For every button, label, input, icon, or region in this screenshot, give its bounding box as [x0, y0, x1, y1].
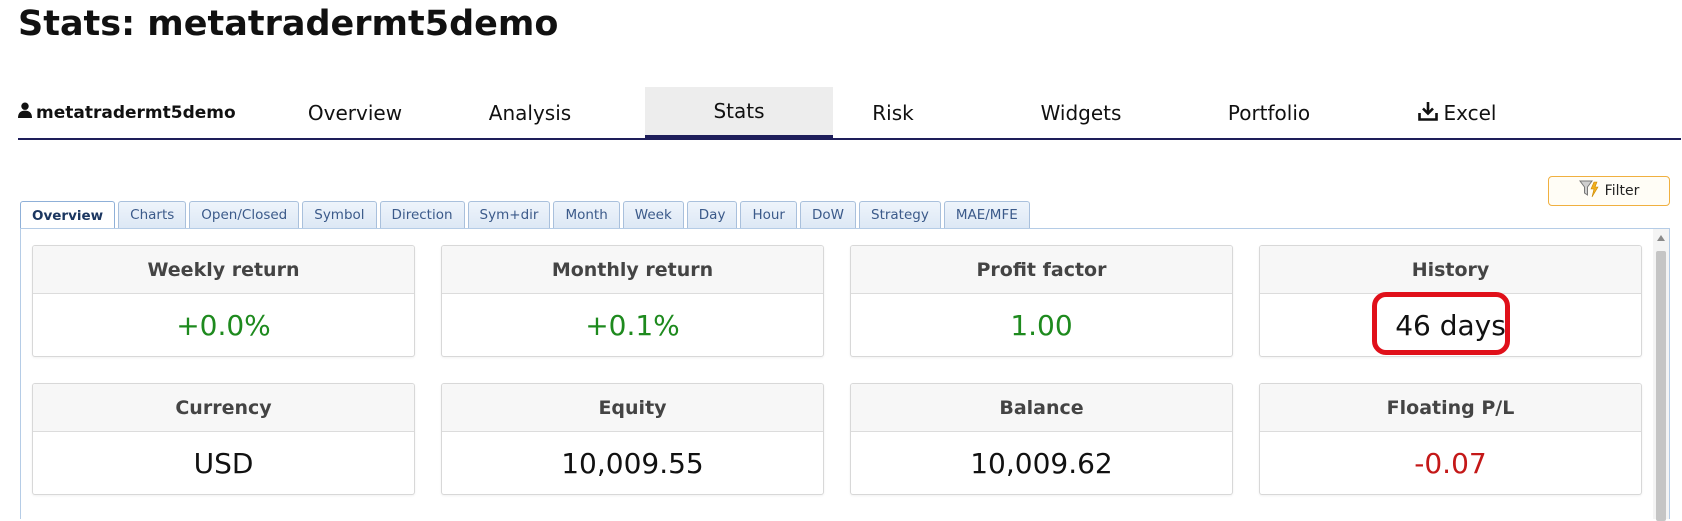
card-history: History 46 days: [1259, 245, 1642, 357]
card-value: USD: [193, 446, 254, 480]
subtab-open-closed[interactable]: Open/Closed: [189, 201, 300, 228]
card-value: 46 days: [1395, 308, 1506, 342]
subtab-hour[interactable]: Hour: [740, 201, 797, 228]
account-name[interactable]: metatradermt5demo: [18, 102, 236, 123]
filter-icon: [1578, 180, 1599, 202]
card-value: +0.0%: [176, 308, 271, 342]
subtab-sym-dir[interactable]: Sym+dir: [467, 201, 551, 228]
vertical-scrollbar[interactable]: [1653, 229, 1669, 521]
card-title: Balance: [851, 384, 1232, 432]
card-title: Weekly return: [33, 246, 414, 294]
card-balance: Balance 10,009.62: [850, 383, 1233, 495]
card-floating-pl: Floating P/L -0.07: [1259, 383, 1642, 495]
tab-risk[interactable]: Risk: [872, 101, 914, 125]
subtab-direction[interactable]: Direction: [379, 201, 465, 228]
card-value: 10,009.62: [970, 446, 1113, 480]
card-value: 10,009.55: [561, 446, 704, 480]
card-value: +0.1%: [585, 308, 680, 342]
tab-widgets[interactable]: Widgets: [1040, 101, 1122, 125]
filter-label: Filter: [1604, 183, 1640, 199]
card-title: Floating P/L: [1260, 384, 1641, 432]
card-currency: Currency USD: [32, 383, 415, 495]
card-title: Equity: [442, 384, 823, 432]
top-navbar: metatradermt5demo Overview Analysis Stat…: [18, 87, 1681, 140]
card-title: Monthly return: [442, 246, 823, 294]
card-weekly-return: Weekly return +0.0%: [32, 245, 415, 357]
card-profit-factor: Profit factor 1.00: [850, 245, 1233, 357]
tab-stats[interactable]: Stats: [645, 87, 833, 138]
tab-portfolio[interactable]: Portfolio: [1227, 101, 1311, 125]
card-title: History: [1260, 246, 1641, 294]
card-equity: Equity 10,009.55: [441, 383, 824, 495]
subtab-day[interactable]: Day: [686, 201, 738, 228]
tab-excel[interactable]: Excel: [1363, 88, 1551, 138]
stats-subtabs: Overview Charts Open/Closed Symbol Direc…: [20, 201, 1030, 230]
subtab-week[interactable]: Week: [622, 201, 684, 228]
scrollbar-thumb[interactable]: [1656, 251, 1666, 521]
card-value: -0.07: [1414, 446, 1487, 480]
download-icon: [1417, 101, 1438, 126]
user-icon: [18, 102, 32, 123]
card-value: 1.00: [1010, 308, 1073, 342]
card-monthly-return: Monthly return +0.1%: [441, 245, 824, 357]
filter-button[interactable]: Filter: [1548, 176, 1670, 206]
subtab-dow[interactable]: DoW: [799, 201, 856, 228]
page-title: Stats: metatradermt5demo: [18, 4, 559, 44]
subtab-month[interactable]: Month: [553, 201, 620, 228]
subtab-mae-mfe[interactable]: MAE/MFE: [943, 201, 1030, 228]
tab-overview[interactable]: Overview: [307, 101, 403, 125]
subtab-charts[interactable]: Charts: [118, 201, 187, 228]
subtab-strategy[interactable]: Strategy: [859, 201, 941, 228]
subtab-symbol[interactable]: Symbol: [302, 201, 377, 228]
tab-analysis[interactable]: Analysis: [488, 101, 572, 125]
subtab-overview[interactable]: Overview: [20, 201, 116, 230]
card-title: Profit factor: [851, 246, 1232, 294]
card-title: Currency: [33, 384, 414, 432]
scroll-up-icon[interactable]: [1657, 235, 1665, 241]
account-name-label: metatradermt5demo: [36, 102, 236, 123]
